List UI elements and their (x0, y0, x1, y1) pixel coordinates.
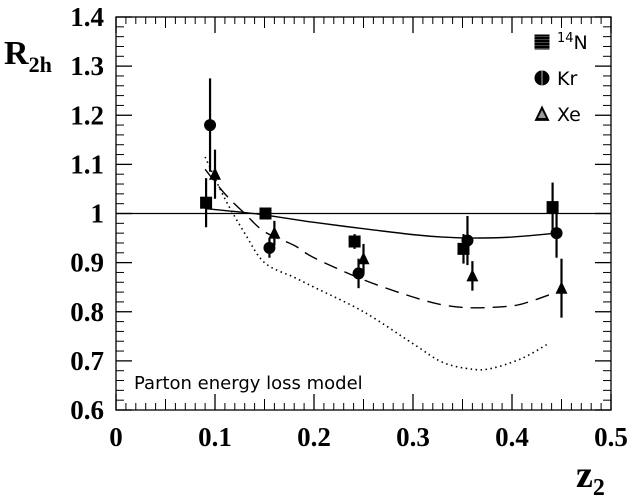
data-point-triangle (466, 268, 479, 282)
legend-marker-square (534, 34, 550, 50)
data-point-circle (550, 227, 563, 240)
data-point-circle (352, 267, 365, 280)
model-curve-dashed (204, 168, 557, 309)
x-axis-label-sub: 2 (593, 475, 605, 501)
y-axis-label: R2h (4, 35, 52, 77)
x-tick-label: 0.3 (396, 422, 430, 452)
legend-label: Kr (557, 68, 577, 90)
legend-label: Xe (557, 104, 581, 126)
y-tick-label: 1.4 (70, 2, 104, 32)
legend-label-main: N (574, 32, 588, 54)
y-tick-label: 1.1 (70, 149, 104, 179)
y-tick-label: 0.8 (70, 297, 104, 327)
x-tick-label: 0.5 (594, 422, 628, 452)
data-point-circle (461, 234, 474, 247)
data-point-triangle (357, 251, 370, 265)
x-tick-label: 0.4 (495, 422, 529, 452)
x-tick-label: 0.1 (198, 422, 232, 452)
data-point-square (200, 196, 213, 209)
legend-marker-inner (538, 110, 546, 118)
y-tick-label: 0.7 (70, 346, 104, 376)
data-point-triangle (268, 226, 281, 239)
legend: 14N Kr Xe (534, 31, 588, 126)
data-point-triangle (555, 281, 568, 294)
data-point-square (348, 235, 361, 248)
legend-label-sup: 14 (557, 31, 574, 46)
y-tick-label: 0.9 (70, 248, 104, 278)
y-tick-label: 1.2 (70, 100, 104, 130)
x-axis-label-main: z (576, 454, 593, 496)
y-tick-label: 1 (91, 199, 105, 229)
x-tick-label: 0.2 (297, 422, 331, 452)
y-tick-label: 1.3 (70, 51, 104, 81)
y-axis-label-sub: 2h (29, 52, 52, 77)
x-tick-label: 0 (109, 422, 123, 452)
x-axis-label: z2 (576, 454, 605, 501)
data-point-circle (204, 119, 217, 132)
y-axis-label-main: R (4, 35, 29, 72)
data-point-square (259, 207, 272, 220)
y-tick-label: 0.6 (70, 395, 104, 425)
legend-label: 14N (557, 31, 588, 54)
model-curve-dotted (204, 156, 548, 371)
data-point-triangle (209, 167, 221, 180)
data-point-circle (263, 241, 276, 254)
model-annotation: Parton energy loss model (134, 373, 363, 394)
